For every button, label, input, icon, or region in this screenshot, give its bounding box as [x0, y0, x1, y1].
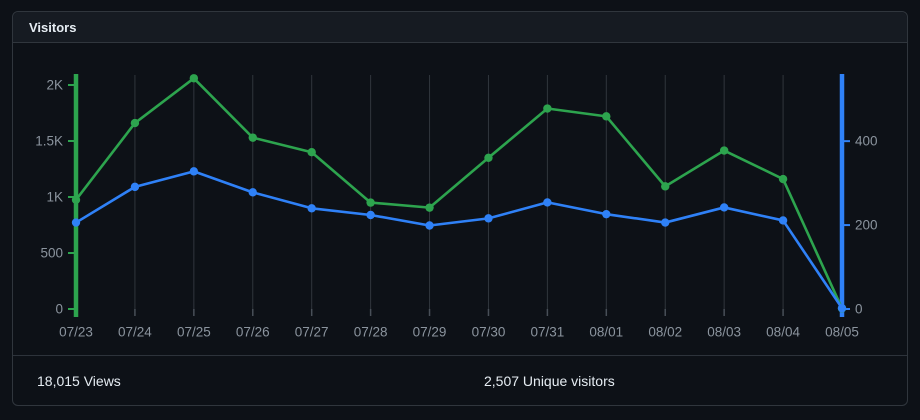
card-header: Visitors: [13, 12, 907, 43]
x-axis-label: 08/01: [589, 325, 623, 340]
card-title: Visitors: [29, 19, 77, 35]
data-point-views[interactable]: [661, 182, 670, 191]
right-axis-tick-label: 0: [855, 302, 863, 317]
unique-visitors-total: 2,507 Unique visitors: [484, 372, 615, 389]
data-point-views[interactable]: [307, 148, 316, 157]
data-point-unique-visitors[interactable]: [602, 209, 611, 219]
x-axis-label: 07/30: [472, 325, 506, 340]
x-axis-label: 07/26: [236, 325, 270, 340]
data-point-views[interactable]: [366, 198, 375, 207]
visitors-chart[interactable]: 07/23 07/24 07/25 07/26 07/27 07/28 07/29 07/30…: [13, 43, 907, 355]
data-point-unique-visitors[interactable]: [130, 182, 140, 192]
x-axis-label: 07/27: [295, 325, 329, 340]
data-point-views[interactable]: [543, 104, 552, 113]
data-point-unique-visitors[interactable]: [366, 210, 375, 220]
data-point-views[interactable]: [189, 74, 199, 83]
x-axis-label: 08/02: [648, 325, 682, 340]
data-point-unique-visitors[interactable]: [661, 218, 670, 227]
x-axis-label: 07/28: [354, 325, 388, 340]
data-point-unique-visitors[interactable]: [189, 167, 199, 176]
left-axis-tick-label: 1.5K: [35, 134, 63, 149]
data-point-views[interactable]: [602, 112, 611, 121]
left-axis-tick-label: 500: [40, 246, 63, 261]
right-axis-tick-label: 200: [855, 218, 878, 233]
data-point-views[interactable]: [778, 174, 788, 184]
data-point-views[interactable]: [484, 153, 493, 162]
left-axis: 2K 1.5K 1K 500 0: [35, 74, 79, 317]
chart-area: 07/23 07/24 07/25 07/26 07/27 07/28 07/29 07/30…: [13, 43, 907, 355]
right-axis: 400 200 0: [839, 74, 878, 317]
data-point-unique-visitors[interactable]: [71, 218, 81, 227]
left-axis-tick-label: 2K: [46, 78, 63, 93]
data-point-unique-visitors[interactable]: [719, 203, 729, 212]
views-total: 18,015 Views: [37, 372, 121, 389]
left-axis-tick-label: 0: [55, 302, 63, 317]
data-point-unique-visitors[interactable]: [307, 204, 316, 213]
x-axis-label: 07/29: [413, 325, 447, 340]
x-axis-label: 08/05: [825, 325, 859, 340]
data-point-unique-visitors[interactable]: [248, 188, 257, 197]
x-axis-label: 07/23: [59, 325, 93, 340]
data-point-views[interactable]: [248, 133, 257, 142]
card-footer: 18,015 Views 2,507 Unique visitors: [13, 355, 907, 405]
x-axis-label: 07/24: [118, 325, 152, 340]
data-point-unique-visitors[interactable]: [484, 214, 493, 223]
x-axis-label: 07/25: [177, 325, 211, 340]
data-point-views[interactable]: [130, 118, 140, 128]
x-axis-label: 08/03: [707, 325, 741, 340]
series-views: [71, 74, 847, 313]
x-axis-label: 07/31: [530, 325, 564, 340]
data-point-unique-visitors[interactable]: [543, 198, 552, 207]
data-point-views[interactable]: [425, 203, 434, 212]
x-axis-label: 08/04: [766, 325, 800, 340]
data-point-unique-visitors[interactable]: [837, 303, 847, 313]
data-point-unique-visitors[interactable]: [425, 221, 434, 230]
data-point-views[interactable]: [71, 195, 81, 204]
right-axis-tick-label: 400: [855, 134, 878, 149]
data-point-views[interactable]: [719, 146, 729, 155]
left-axis-tick-label: 1K: [46, 190, 63, 205]
gridlines: 07/23 07/24 07/25 07/26 07/27 07/28 07/29 07/30…: [59, 75, 859, 340]
visitors-card: Visitors 07/23 07/24 07/25 07/26 07/27 07/28 0…: [12, 11, 908, 406]
data-point-unique-visitors[interactable]: [778, 216, 788, 225]
series-unique-visitors: [71, 167, 847, 313]
